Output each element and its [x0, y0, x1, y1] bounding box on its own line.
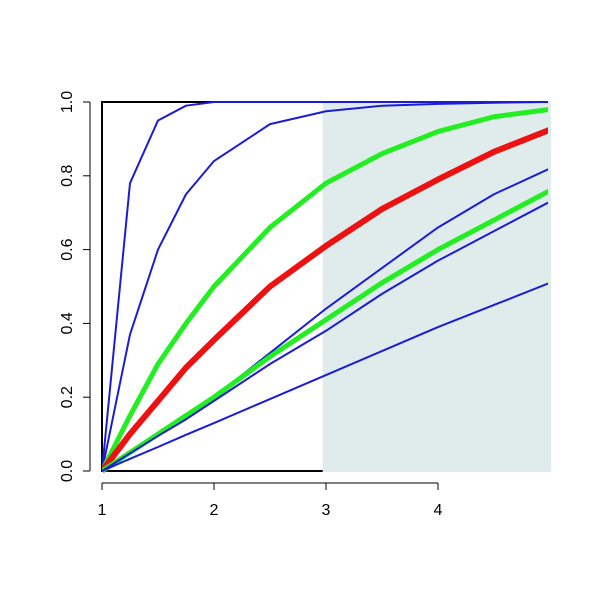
curve	[102, 201, 548, 472]
y-tick-label: 0.2	[59, 386, 76, 408]
curve	[102, 101, 548, 472]
x-tick-label: 1	[98, 502, 107, 519]
y-tick-label: 0.8	[59, 165, 76, 187]
curve	[102, 101, 548, 472]
curve	[102, 107, 548, 473]
y-tick-label: 0.4	[59, 312, 76, 334]
curve	[102, 127, 548, 473]
x-tick-label: 4	[434, 502, 443, 519]
x-tick-label: 2	[210, 502, 219, 519]
x-tick-label: 3	[322, 502, 331, 519]
curve	[102, 282, 548, 472]
y-tick-label: 0.0	[59, 460, 76, 482]
y-tick-label: 0.6	[59, 238, 76, 260]
y-tick-label: 1.0	[59, 91, 76, 113]
curve	[102, 188, 548, 474]
